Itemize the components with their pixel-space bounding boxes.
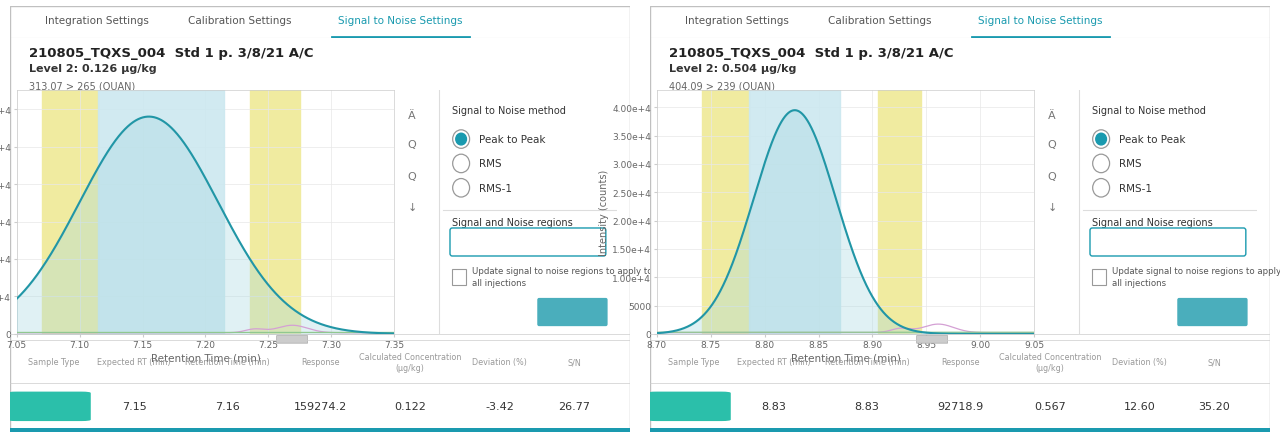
Text: Level 2: 0.126 μg/kg: Level 2: 0.126 μg/kg xyxy=(29,64,156,74)
Text: Manually Mark Regions: Manually Mark Regions xyxy=(471,237,585,247)
Y-axis label: Intensity (counts): Intensity (counts) xyxy=(599,170,609,256)
Circle shape xyxy=(1093,155,1110,173)
Text: Sample Type: Sample Type xyxy=(28,357,79,366)
Text: Deviation (%): Deviation (%) xyxy=(472,357,527,366)
Text: 210805_TQXS_004  Std 1 p. 3/8/21 A/C: 210805_TQXS_004 Std 1 p. 3/8/21 A/C xyxy=(669,47,954,60)
Circle shape xyxy=(1093,131,1110,149)
Bar xyxy=(1092,270,1106,286)
Text: ↓: ↓ xyxy=(1047,203,1057,213)
Text: 159274.2: 159274.2 xyxy=(293,401,347,411)
Text: Ä: Ä xyxy=(1048,111,1056,120)
Text: S/N: S/N xyxy=(1207,357,1221,366)
Text: 7.16: 7.16 xyxy=(215,401,239,411)
Text: Calculated Concentration
(μg/kg): Calculated Concentration (μg/kg) xyxy=(358,352,461,372)
FancyBboxPatch shape xyxy=(276,336,307,343)
Text: Update signal to noise regions to apply to
all injections: Update signal to noise regions to apply … xyxy=(472,266,653,287)
Bar xyxy=(250,91,300,334)
Text: 404.09 > 239 (QUAN): 404.09 > 239 (QUAN) xyxy=(669,82,774,92)
Text: Calculated Concentration
(μg/kg): Calculated Concentration (μg/kg) xyxy=(998,352,1101,372)
Text: 0.567: 0.567 xyxy=(1034,401,1066,411)
Text: Q: Q xyxy=(1048,171,1056,181)
Text: Q: Q xyxy=(408,140,416,150)
Bar xyxy=(650,428,1270,432)
Text: Peak to Peak: Peak to Peak xyxy=(1119,135,1185,145)
Text: Ä: Ä xyxy=(408,111,416,120)
Text: 12.60: 12.60 xyxy=(1124,401,1156,411)
Text: 8.83: 8.83 xyxy=(762,401,787,411)
Bar xyxy=(99,91,224,334)
Text: Expected RT (min): Expected RT (min) xyxy=(737,357,812,366)
Text: Expected RT (min): Expected RT (min) xyxy=(97,357,172,366)
Text: ↓: ↓ xyxy=(407,203,417,213)
Text: Standard: Standard xyxy=(27,402,72,411)
Text: Response: Response xyxy=(301,357,339,366)
Text: Response: Response xyxy=(941,357,979,366)
Text: Level 2: 0.504 μg/kg: Level 2: 0.504 μg/kg xyxy=(669,64,796,74)
Text: 26.77: 26.77 xyxy=(558,401,590,411)
Text: 7.15: 7.15 xyxy=(122,401,146,411)
Text: Signal to Noise Settings: Signal to Noise Settings xyxy=(338,16,463,26)
Text: RMS-1: RMS-1 xyxy=(1119,184,1152,193)
Text: 92718.9: 92718.9 xyxy=(937,401,983,411)
FancyBboxPatch shape xyxy=(1178,298,1248,326)
Text: Manually Mark Regions: Manually Mark Regions xyxy=(1111,237,1225,247)
Text: Signal and Noise regions: Signal and Noise regions xyxy=(452,217,573,227)
Text: Q: Q xyxy=(408,171,416,181)
Circle shape xyxy=(453,131,470,149)
Circle shape xyxy=(453,179,470,197)
Bar xyxy=(10,428,630,432)
Bar xyxy=(750,91,840,334)
Text: Standard: Standard xyxy=(667,402,712,411)
FancyBboxPatch shape xyxy=(1091,228,1245,256)
Text: Q: Q xyxy=(1048,140,1056,150)
FancyBboxPatch shape xyxy=(451,228,605,256)
Text: Apply: Apply xyxy=(1194,307,1230,317)
Circle shape xyxy=(453,155,470,173)
Text: 35.20: 35.20 xyxy=(1198,401,1230,411)
Text: -3.42: -3.42 xyxy=(485,401,515,411)
Text: 313.07 > 265 (QUAN): 313.07 > 265 (QUAN) xyxy=(29,82,136,92)
Text: 8.83: 8.83 xyxy=(855,401,879,411)
Text: Signal to Noise Settings: Signal to Noise Settings xyxy=(978,16,1103,26)
Text: Retention Time (min): Retention Time (min) xyxy=(824,357,910,366)
Text: Signal to Noise method: Signal to Noise method xyxy=(452,105,566,115)
FancyBboxPatch shape xyxy=(8,392,91,421)
Circle shape xyxy=(456,134,466,145)
Text: Peak to Peak: Peak to Peak xyxy=(479,135,545,145)
Text: 210805_TQXS_004  Std 1 p. 3/8/21 A/C: 210805_TQXS_004 Std 1 p. 3/8/21 A/C xyxy=(29,47,314,60)
Text: Calibration Settings: Calibration Settings xyxy=(828,16,932,26)
Text: Apply: Apply xyxy=(554,307,590,317)
Text: S/N: S/N xyxy=(567,357,581,366)
FancyBboxPatch shape xyxy=(916,336,947,343)
Bar xyxy=(701,91,750,334)
Text: Update signal to noise regions to apply to
all injections: Update signal to noise regions to apply … xyxy=(1112,266,1280,287)
Text: Deviation (%): Deviation (%) xyxy=(1112,357,1167,366)
Text: Signal and Noise regions: Signal and Noise regions xyxy=(1092,217,1213,227)
Circle shape xyxy=(1096,134,1106,145)
Text: Sample Type: Sample Type xyxy=(668,357,719,366)
Circle shape xyxy=(1093,179,1110,197)
Text: Signal to Noise method: Signal to Noise method xyxy=(1092,105,1206,115)
Text: 0.122: 0.122 xyxy=(394,401,426,411)
X-axis label: Retention Time (min): Retention Time (min) xyxy=(791,353,900,363)
Bar xyxy=(452,270,466,286)
Text: Integration Settings: Integration Settings xyxy=(45,16,148,26)
Bar xyxy=(42,91,99,334)
Text: Integration Settings: Integration Settings xyxy=(685,16,788,26)
Bar xyxy=(878,91,922,334)
Text: RMS-1: RMS-1 xyxy=(479,184,512,193)
X-axis label: Retention Time (min): Retention Time (min) xyxy=(151,353,260,363)
Text: RMS: RMS xyxy=(1119,159,1142,169)
Text: RMS: RMS xyxy=(479,159,502,169)
Text: Calibration Settings: Calibration Settings xyxy=(188,16,292,26)
FancyBboxPatch shape xyxy=(648,392,731,421)
FancyBboxPatch shape xyxy=(538,298,608,326)
Text: Retention Time (min): Retention Time (min) xyxy=(184,357,270,366)
